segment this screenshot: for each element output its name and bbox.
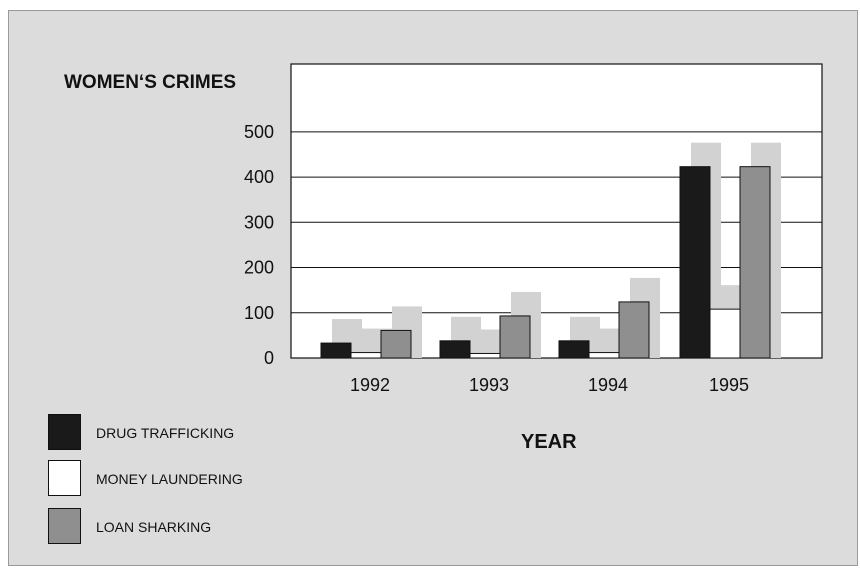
bar-loan-sharking-1993 — [499, 315, 531, 359]
y-tick-label-100: 100 — [244, 303, 274, 323]
bar-drug-trafficking-1993 — [439, 340, 471, 359]
y-axis-label: WOMEN‘S CRIMES — [64, 72, 237, 93]
legend-item-drug-trafficking: DRUG TRAFFICKING — [48, 414, 348, 450]
x-tick-label-1993: 1993 — [469, 375, 509, 395]
bar-drug-trafficking-1992 — [320, 342, 352, 359]
legend-swatch-loan-sharking — [48, 508, 81, 544]
bar-loan-sharking-1995 — [739, 166, 771, 359]
legend-swatch-drug-trafficking — [48, 414, 81, 450]
bar-money-laundering-1992 — [350, 352, 382, 359]
bar-drug-trafficking-1995 — [679, 166, 711, 359]
bar-money-laundering-1993 — [469, 352, 501, 359]
gridlines — [291, 131, 822, 314]
bar-loan-sharking-1992 — [380, 329, 412, 359]
legend-item-loan-sharking: LOAN SHARKING — [48, 508, 348, 544]
x-tick-label-1992: 1992 — [350, 375, 390, 395]
y-tick-labels: 0 100 200 300 400 500 — [244, 122, 274, 368]
legend-label-drug-trafficking: DRUG TRAFFICKING — [96, 425, 235, 441]
legend-swatch-money-laundering — [48, 460, 81, 496]
legend-label-money-laundering: MONEY LAUNDERING — [96, 471, 243, 487]
x-tick-label-1994: 1994 — [588, 375, 628, 395]
bar-money-laundering-1994 — [588, 352, 620, 359]
y-tick-label-500: 500 — [244, 122, 274, 142]
bar-drug-trafficking-1994 — [558, 340, 590, 359]
bar-loan-sharking-1994 — [618, 301, 650, 359]
y-tick-label-400: 400 — [244, 167, 274, 187]
x-tick-label-1995: 1995 — [709, 375, 749, 395]
legend-label-loan-sharking: LOAN SHARKING — [96, 519, 212, 535]
y-tick-label-300: 300 — [244, 212, 274, 232]
bar-money-laundering-1995 — [709, 308, 741, 359]
x-axis-label: YEAR — [521, 431, 577, 453]
x-tick-labels: 1992 1993 1994 1995 — [350, 375, 749, 395]
y-tick-label-0: 0 — [264, 348, 274, 368]
y-tick-label-200: 200 — [244, 258, 274, 278]
legend-item-money-laundering: MONEY LAUNDERING — [48, 460, 348, 496]
bars — [320, 166, 771, 359]
